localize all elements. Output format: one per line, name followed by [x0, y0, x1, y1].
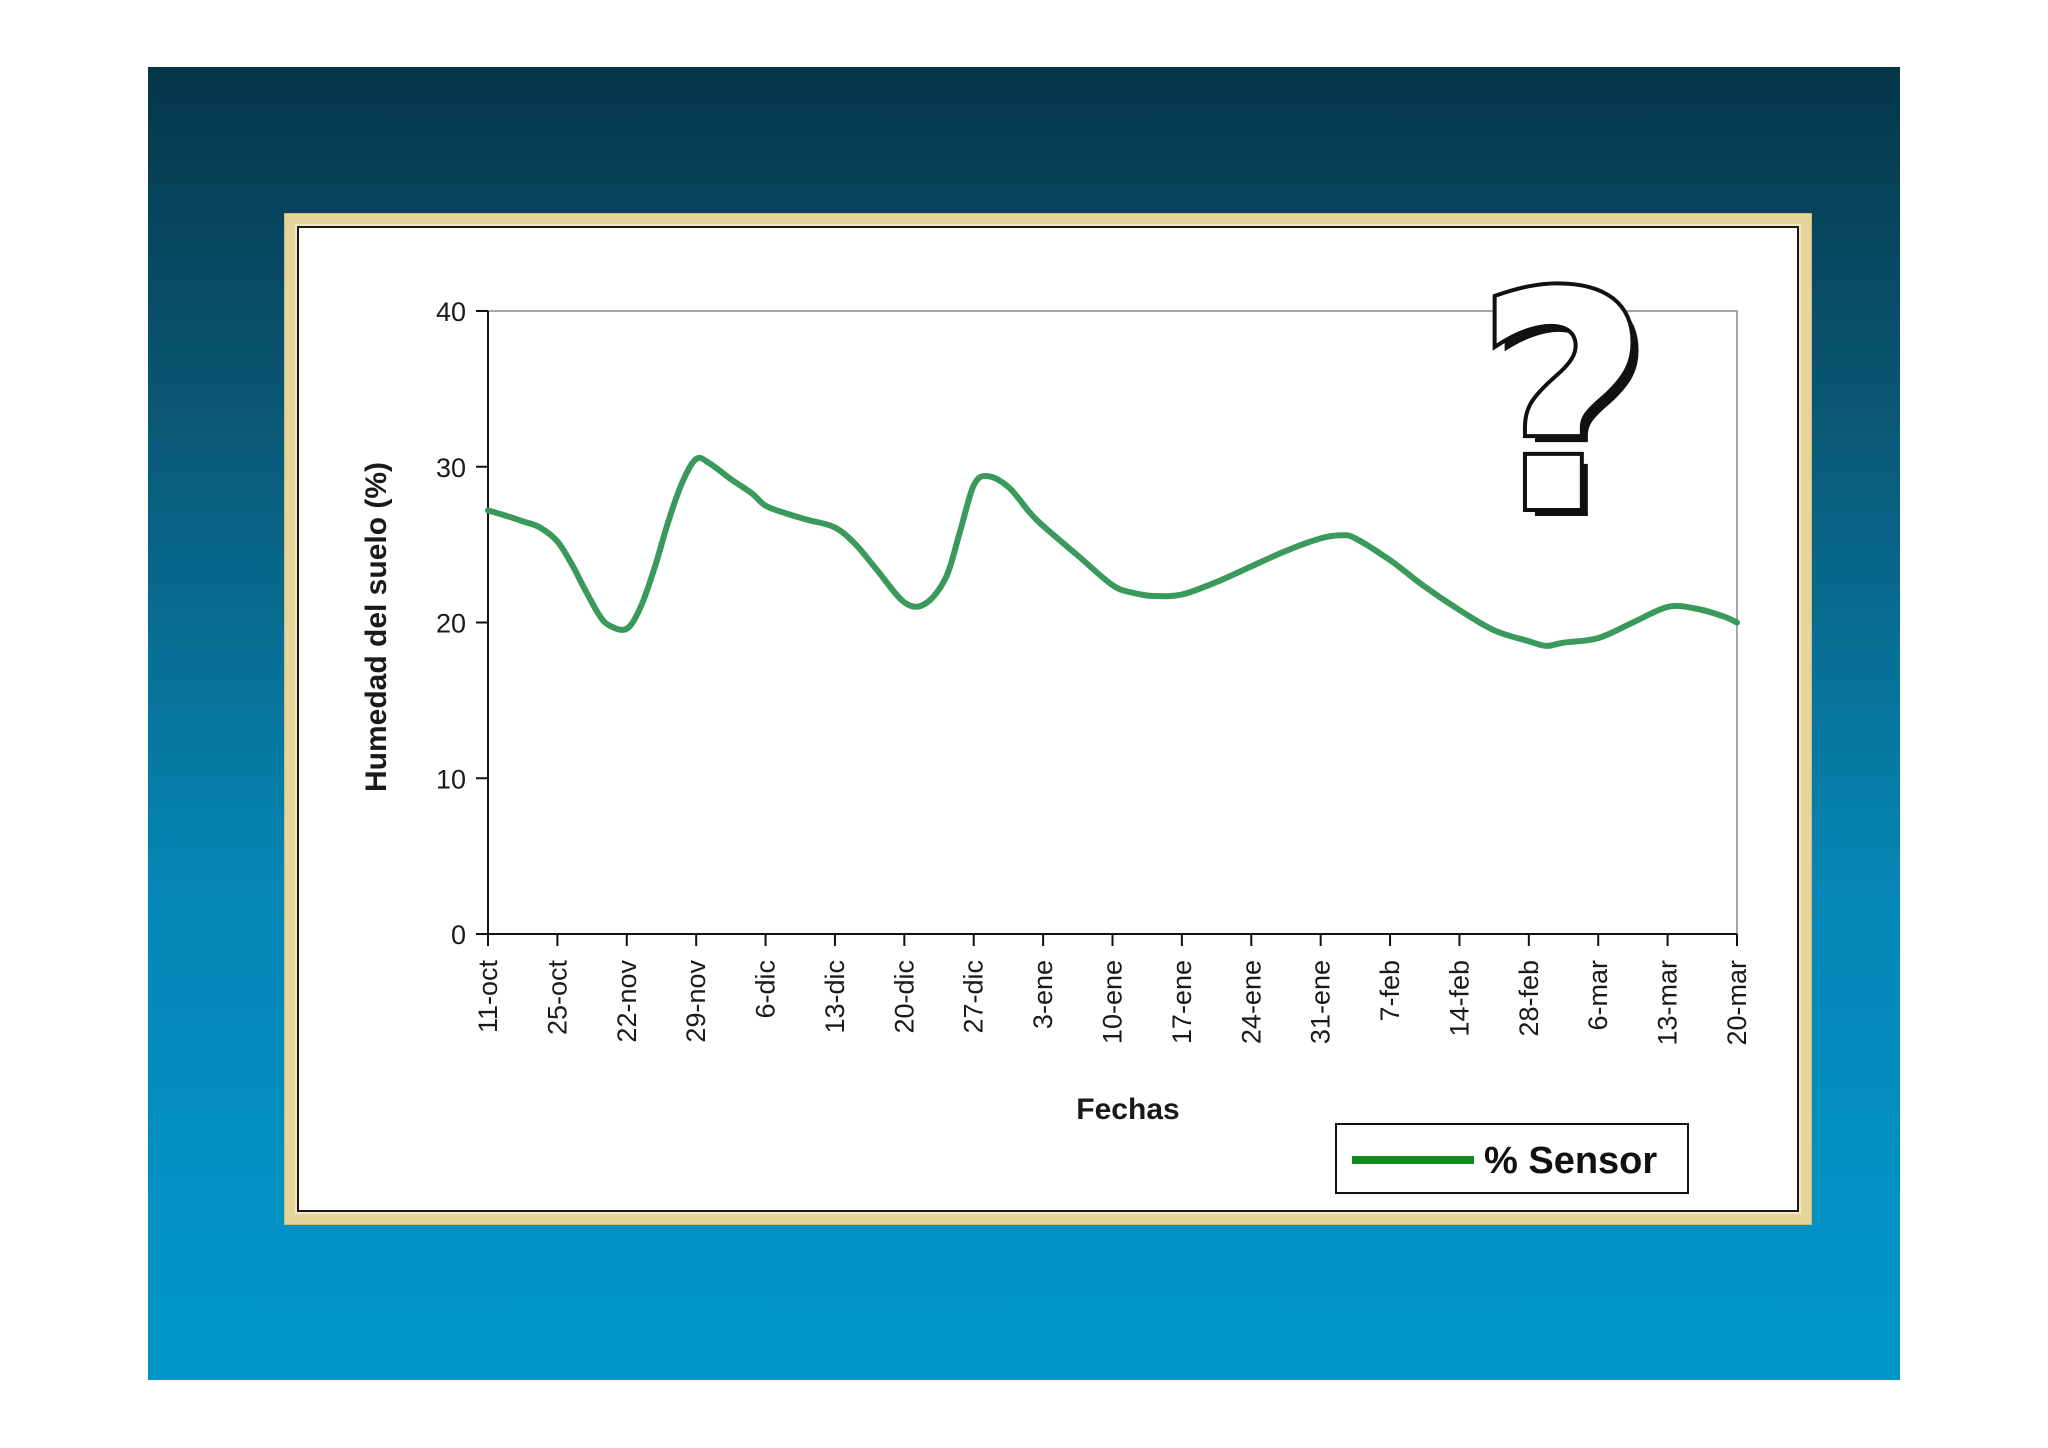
- x-tick-label: 13-dic: [820, 960, 850, 1034]
- x-tick-label: 20-mar: [1722, 960, 1752, 1046]
- x-axis-title: Fechas: [1076, 1093, 1179, 1126]
- x-tick-label: 7-feb: [1375, 960, 1405, 1022]
- svg-text:?: ?: [1476, 230, 1650, 579]
- x-tick-label: 20-dic: [889, 960, 919, 1034]
- y-tick-label: 20: [436, 609, 466, 639]
- svg-text:?: ?: [1484, 238, 1658, 587]
- x-tick-label: 6-mar: [1583, 960, 1613, 1031]
- x-tick-label: 27-dic: [959, 960, 989, 1034]
- y-tick-label: 40: [436, 297, 466, 327]
- legend: % Sensor: [1335, 1123, 1689, 1194]
- question-mark-icon: ? ?: [1472, 226, 1658, 587]
- x-tick-label: 6-dic: [751, 960, 781, 1019]
- series-line-sensor: [485, 454, 1740, 649]
- y-tick-label: 10: [436, 764, 466, 794]
- x-tick-label: 31-ene: [1306, 960, 1336, 1044]
- x-tick-label: 22-nov: [612, 960, 642, 1043]
- x-tick-label: 28-feb: [1514, 960, 1544, 1037]
- x-tick-label: 17-ene: [1167, 960, 1197, 1044]
- x-tick-label: 3-ene: [1028, 960, 1058, 1029]
- y-tick-label: 30: [436, 453, 466, 483]
- y-tick-label: 0: [451, 920, 466, 950]
- x-tick-label: 13-mar: [1653, 960, 1683, 1046]
- series-group: [485, 454, 1740, 649]
- plot-frame: [487, 310, 1738, 935]
- x-tick-label: 24-ene: [1236, 960, 1266, 1044]
- y-axis: 0 10 20 30 40: [436, 297, 489, 950]
- x-axis: 11-oct 25-oct 22-nov 29-nov 6-dic 13-dic 20-di…: [473, 933, 1752, 1046]
- plot-area: [487, 310, 1738, 935]
- legend-label: % Sensor: [1484, 1140, 1657, 1182]
- x-tick-label: 14-feb: [1444, 960, 1474, 1037]
- x-tick-label: 10-ene: [1098, 960, 1128, 1044]
- x-tick-label: 11-oct: [473, 960, 503, 1034]
- x-tick-label: 29-nov: [681, 960, 711, 1043]
- x-tick-label: 25-oct: [542, 960, 572, 1036]
- y-axis-title: Humedad del suelo (%): [360, 462, 393, 792]
- chart-border: [297, 226, 1799, 1212]
